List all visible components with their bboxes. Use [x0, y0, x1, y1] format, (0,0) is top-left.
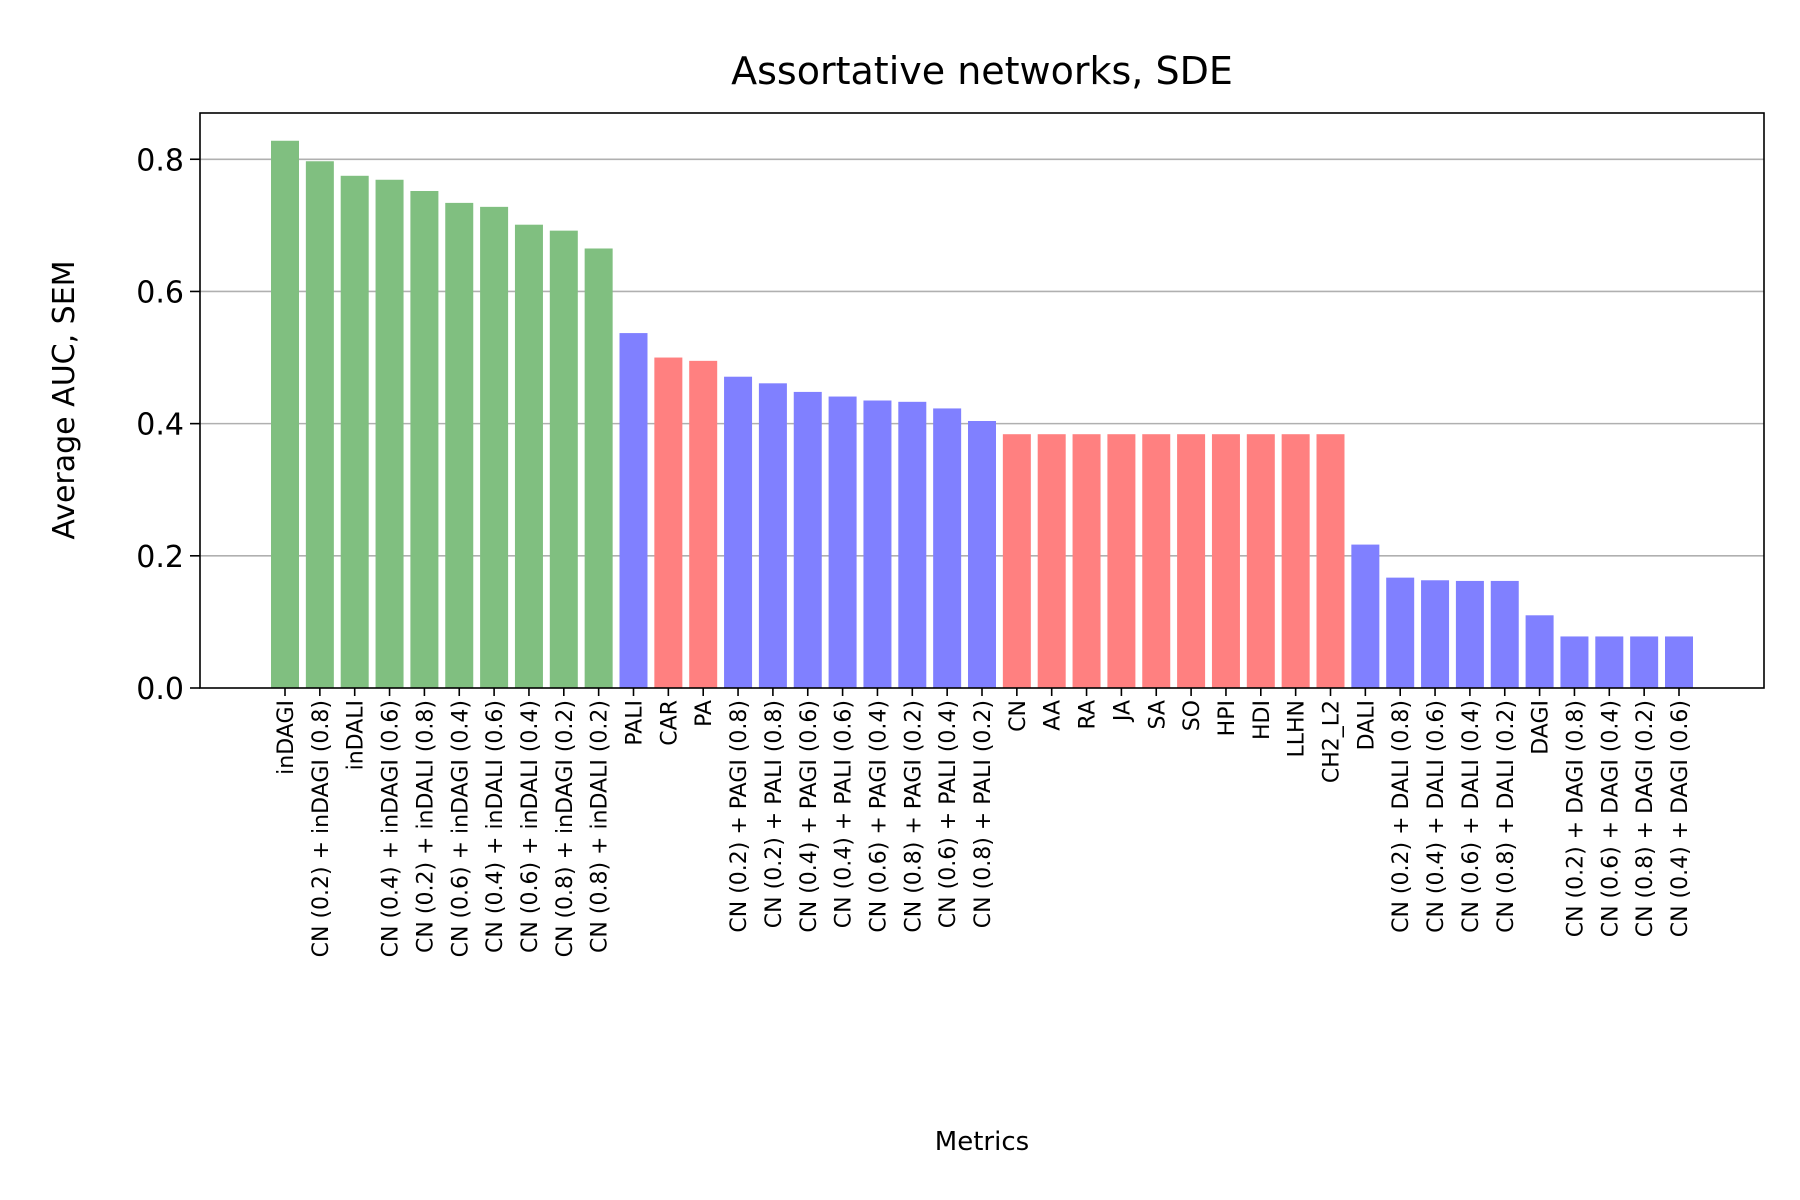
x-tick-label: inDAGI	[274, 700, 299, 775]
bar	[758, 383, 787, 688]
x-tick-label: CN (0.4) + DALI (0.6)	[1424, 700, 1449, 933]
x-tick-label: SO	[1180, 700, 1205, 731]
bar	[724, 376, 753, 688]
x-axis: inDAGI CN (0.2) + inDAGI (0.8) inDALI CN (0…	[274, 688, 1693, 957]
x-tick-label: CN (0.6) + PAGI (0.4)	[866, 700, 891, 933]
x-tick-label: inDALI	[344, 700, 369, 770]
bar	[898, 401, 927, 688]
x-tick-label: HDI	[1250, 700, 1275, 740]
x-tick-label: CN (0.6) + PALI (0.4)	[936, 700, 961, 928]
bar	[1386, 577, 1415, 688]
bar	[1142, 434, 1171, 688]
bar	[514, 224, 543, 688]
bar	[445, 202, 474, 688]
bar	[340, 175, 369, 688]
bar	[375, 179, 404, 688]
x-tick-label: CN (0.6) + DALI (0.4)	[1459, 700, 1484, 933]
y-tick-label: 0.2	[136, 540, 184, 575]
bar	[933, 408, 962, 688]
bar	[271, 140, 299, 689]
x-tick-label: CN (0.4) + PAGI (0.6)	[797, 700, 822, 933]
bar	[1246, 434, 1275, 688]
x-tick-label: CN (0.8) + PAGI (0.2)	[901, 700, 926, 933]
x-tick-label: CN (0.4) + PALI (0.6)	[832, 700, 857, 928]
x-tick-label: CN (0.6) + DAGI (0.4)	[1598, 700, 1623, 937]
y-axis: 0.0 0.2 0.4 0.6 0.8	[136, 143, 200, 707]
x-tick-label: CN (0.4) + inDAGI (0.6)	[379, 700, 404, 957]
bar	[828, 396, 857, 688]
x-tick-label: CAR	[657, 700, 682, 746]
y-tick-label: 0.4	[136, 408, 184, 443]
bar	[1107, 434, 1136, 688]
bar	[480, 206, 509, 688]
x-tick-label: CN	[1006, 700, 1031, 732]
x-tick-label: CN (0.2) + PALI (0.8)	[762, 700, 787, 928]
bar	[1002, 434, 1031, 688]
x-tick-label: LLHN	[1285, 700, 1310, 758]
bar	[1595, 636, 1624, 688]
x-tick-label: CN (0.8) + DALI (0.2)	[1494, 700, 1519, 933]
x-tick-label: CN (0.6) + inDAGI (0.4)	[448, 700, 473, 957]
x-tick-label: DALI	[1354, 700, 1379, 750]
bar	[1560, 636, 1589, 688]
bars	[271, 140, 1693, 689]
bar	[549, 230, 578, 688]
y-tick-label: 0.8	[136, 143, 184, 178]
x-tick-label: JA	[1110, 700, 1135, 723]
bar	[1211, 434, 1240, 688]
bar	[1316, 434, 1345, 688]
bar	[619, 333, 648, 688]
x-tick-label: CN (0.6) + inDALI (0.4)	[518, 700, 543, 953]
bar	[793, 391, 822, 688]
x-tick-label: PALI	[623, 700, 648, 746]
x-tick-label: CN (0.8) + inDAGI (0.2)	[553, 700, 578, 957]
x-tick-label: CH2_L2	[1320, 700, 1345, 783]
bar	[654, 357, 683, 688]
bar	[1281, 434, 1310, 688]
x-tick-label: HPI	[1215, 700, 1240, 736]
x-tick-label: CN (0.8) + inDALI (0.2)	[588, 700, 613, 953]
x-tick-label: CN (0.4) + DAGI (0.6)	[1668, 700, 1693, 937]
bar	[410, 190, 439, 688]
bar	[968, 420, 996, 688]
y-axis-label: Average AUC, SEM	[47, 260, 82, 539]
x-tick-label: CN (0.2) + inDAGI (0.8)	[309, 700, 334, 957]
bar	[1072, 434, 1101, 688]
y-tick-label: 0.6	[136, 275, 184, 310]
x-tick-label: PA	[692, 700, 717, 727]
bar	[863, 400, 892, 688]
x-tick-label: AA	[1041, 700, 1066, 731]
x-tick-label: CN (0.2) + inDALI (0.8)	[413, 700, 438, 953]
bar	[1177, 434, 1206, 688]
x-tick-label: CN (0.8) + PALI (0.2)	[971, 700, 996, 928]
x-tick-label: CN (0.2) + PAGI (0.8)	[727, 700, 752, 933]
bar	[1630, 636, 1659, 688]
bar	[1665, 636, 1693, 688]
bar	[584, 248, 613, 688]
x-tick-label: RA	[1076, 700, 1101, 729]
bar	[305, 161, 334, 688]
x-tick-label: CN (0.2) + DALI (0.8)	[1389, 700, 1414, 933]
chart-title: Assortative networks, SDE	[731, 49, 1233, 93]
bar	[1455, 580, 1484, 688]
bar	[1490, 580, 1519, 688]
y-tick-label: 0.0	[136, 672, 184, 707]
x-axis-label: Metrics	[935, 1127, 1029, 1157]
x-tick-label: CN (0.8) + DAGI (0.2)	[1633, 700, 1658, 937]
bar	[1421, 580, 1450, 688]
x-tick-label: CN (0.2) + DAGI (0.8)	[1563, 700, 1588, 937]
x-tick-label: DAGI	[1529, 700, 1554, 755]
x-tick-label: SA	[1145, 700, 1170, 729]
bar	[1351, 544, 1380, 688]
bar	[1525, 615, 1554, 688]
bar	[1037, 434, 1066, 688]
bar	[689, 360, 718, 688]
x-tick-label: CN (0.4) + inDALI (0.6)	[483, 700, 508, 953]
